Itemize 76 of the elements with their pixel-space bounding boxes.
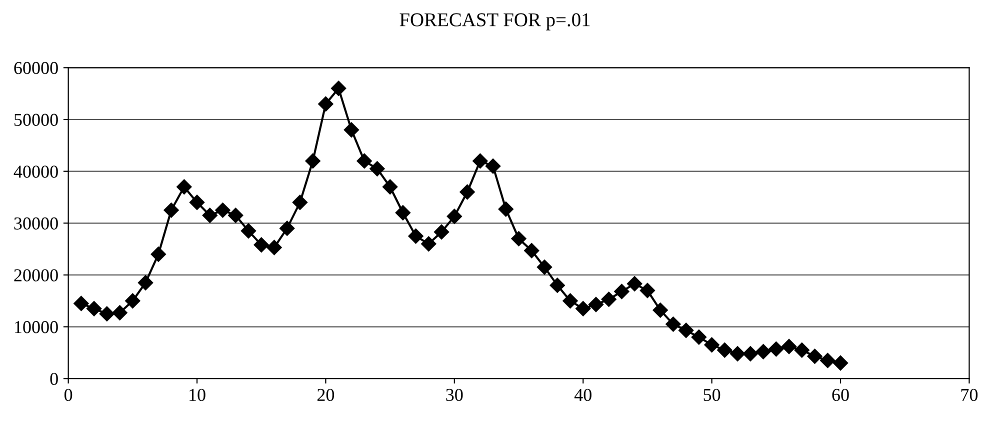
point: [228, 208, 244, 223]
y-tick-label: 60000: [14, 62, 58, 74]
point: [678, 322, 694, 338]
point: [781, 338, 797, 354]
point: [356, 153, 372, 169]
point: [794, 342, 810, 358]
y-tick-label: 20000: [14, 269, 58, 282]
x-tick-label: 20: [317, 388, 334, 402]
point: [768, 341, 784, 357]
point: [485, 158, 501, 174]
point: [730, 346, 746, 362]
point: [614, 284, 630, 300]
point: [266, 240, 282, 256]
point: [536, 260, 552, 275]
point: [331, 80, 346, 96]
point: [318, 96, 334, 112]
point: [305, 153, 320, 169]
point: [370, 161, 385, 176]
point: [446, 208, 462, 224]
point: [395, 205, 410, 220]
point: [576, 301, 591, 316]
point: [344, 122, 360, 138]
point: [202, 208, 218, 223]
point: [820, 352, 836, 368]
point: [472, 153, 488, 169]
point: [138, 275, 154, 290]
point: [408, 228, 424, 244]
point: [627, 276, 642, 292]
point: [652, 302, 668, 318]
point: [498, 202, 514, 217]
y-tick-label: 40000: [14, 166, 58, 178]
point: [112, 305, 128, 320]
point: [550, 278, 565, 293]
x-tick-label: 30: [446, 388, 463, 402]
point: [756, 344, 771, 360]
x-tick-label: 40: [574, 388, 592, 402]
x-tick-label: 10: [190, 388, 206, 402]
point: [666, 316, 681, 332]
point: [742, 346, 758, 362]
point: [125, 293, 140, 308]
point: [280, 220, 295, 236]
point: [601, 292, 616, 307]
point: [99, 306, 114, 322]
point: [691, 330, 707, 345]
chart-title: FORECAST FOR p=.01: [400, 13, 590, 30]
point: [562, 293, 578, 308]
point: [717, 342, 732, 358]
point: [807, 348, 822, 364]
point: [832, 355, 848, 371]
point: [240, 223, 256, 238]
y-tick-label: 50000: [14, 114, 58, 126]
point: [254, 237, 269, 252]
y-tick-label: 30000: [14, 217, 58, 230]
point: [176, 179, 192, 194]
point: [460, 184, 475, 200]
x-tick-label: 0: [64, 388, 72, 402]
point: [640, 282, 656, 298]
point: [86, 301, 102, 316]
y-tick-label: 0: [50, 372, 58, 386]
x-tick-label: 70: [961, 388, 978, 402]
point: [524, 243, 540, 258]
point: [434, 224, 450, 240]
y-tick-label: 10000: [15, 321, 58, 334]
point: [511, 231, 526, 246]
point: [189, 194, 205, 210]
point: [588, 296, 604, 312]
point: [215, 202, 230, 218]
point: [382, 179, 398, 194]
point: [150, 246, 166, 262]
x-tick-label: 60: [832, 388, 849, 402]
point: [704, 337, 720, 352]
point: [164, 202, 179, 218]
point: [292, 194, 308, 210]
point: [74, 296, 89, 312]
x-tick-label: 50: [704, 388, 720, 402]
point: [421, 236, 436, 252]
